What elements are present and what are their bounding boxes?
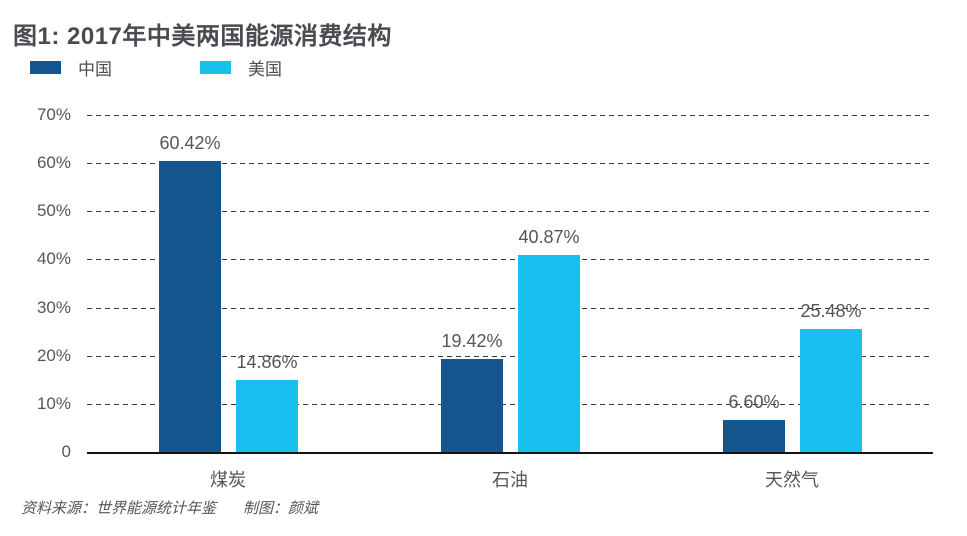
bar (441, 359, 503, 452)
gridline (87, 211, 933, 212)
bar (800, 329, 862, 452)
bar (518, 255, 580, 452)
legend-item: 美国 (200, 57, 282, 79)
y-axis: 70% 60% 50% 40% 30% 20% 10% 0 (0, 0, 71, 536)
author-note: 制图：颜斌 (243, 500, 319, 517)
bar (236, 380, 298, 452)
y-tick-label: 10% (36, 394, 71, 413)
y-tick-label: 50% (36, 201, 71, 220)
bar-value-label: 25.48% (800, 301, 862, 321)
source-note: 资料来源：世界能源统计年鉴 (21, 500, 217, 517)
plot-area: 60.42% 19.42% 6.60% 14.86% 40.87% 25.48% (87, 115, 933, 454)
gridline (87, 356, 933, 357)
y-tick-label: 70% (36, 105, 71, 124)
legend-label: 中国 (78, 59, 112, 79)
legend-label: 美国 (248, 59, 282, 79)
y-tick-label: 30% (36, 298, 71, 317)
bar-value-label: 6.60% (728, 392, 780, 412)
gridline (87, 163, 933, 164)
bar (159, 161, 221, 452)
y-tick-label: 0 (61, 442, 71, 461)
category-label: 煤炭 (210, 470, 246, 490)
legend-swatch (30, 60, 61, 74)
bar-value-label: 60.42% (159, 133, 221, 153)
chart-title: 图1: 2017年中美两国能源消费结构 (13, 23, 392, 50)
category-label: 天然气 (765, 470, 819, 490)
footer: 资料来源：世界能源统计年鉴 制图：颜斌 (21, 497, 318, 518)
gridline (87, 259, 933, 260)
gridline (87, 115, 933, 116)
legend-swatch (200, 60, 231, 74)
bar-value-label: 19.42% (441, 331, 503, 351)
y-tick-label: 60% (36, 153, 71, 172)
legend: 中国 美国 (0, 57, 967, 79)
gridline (87, 308, 933, 309)
category-label: 石油 (492, 470, 528, 490)
bar (723, 420, 785, 452)
y-tick-label: 20% (36, 346, 71, 365)
y-tick-label: 40% (36, 249, 71, 268)
bar-value-label: 40.87% (518, 227, 580, 247)
gridline (87, 404, 933, 405)
bar-value-label: 14.86% (236, 352, 298, 372)
legend-item: 中国 (30, 57, 112, 79)
